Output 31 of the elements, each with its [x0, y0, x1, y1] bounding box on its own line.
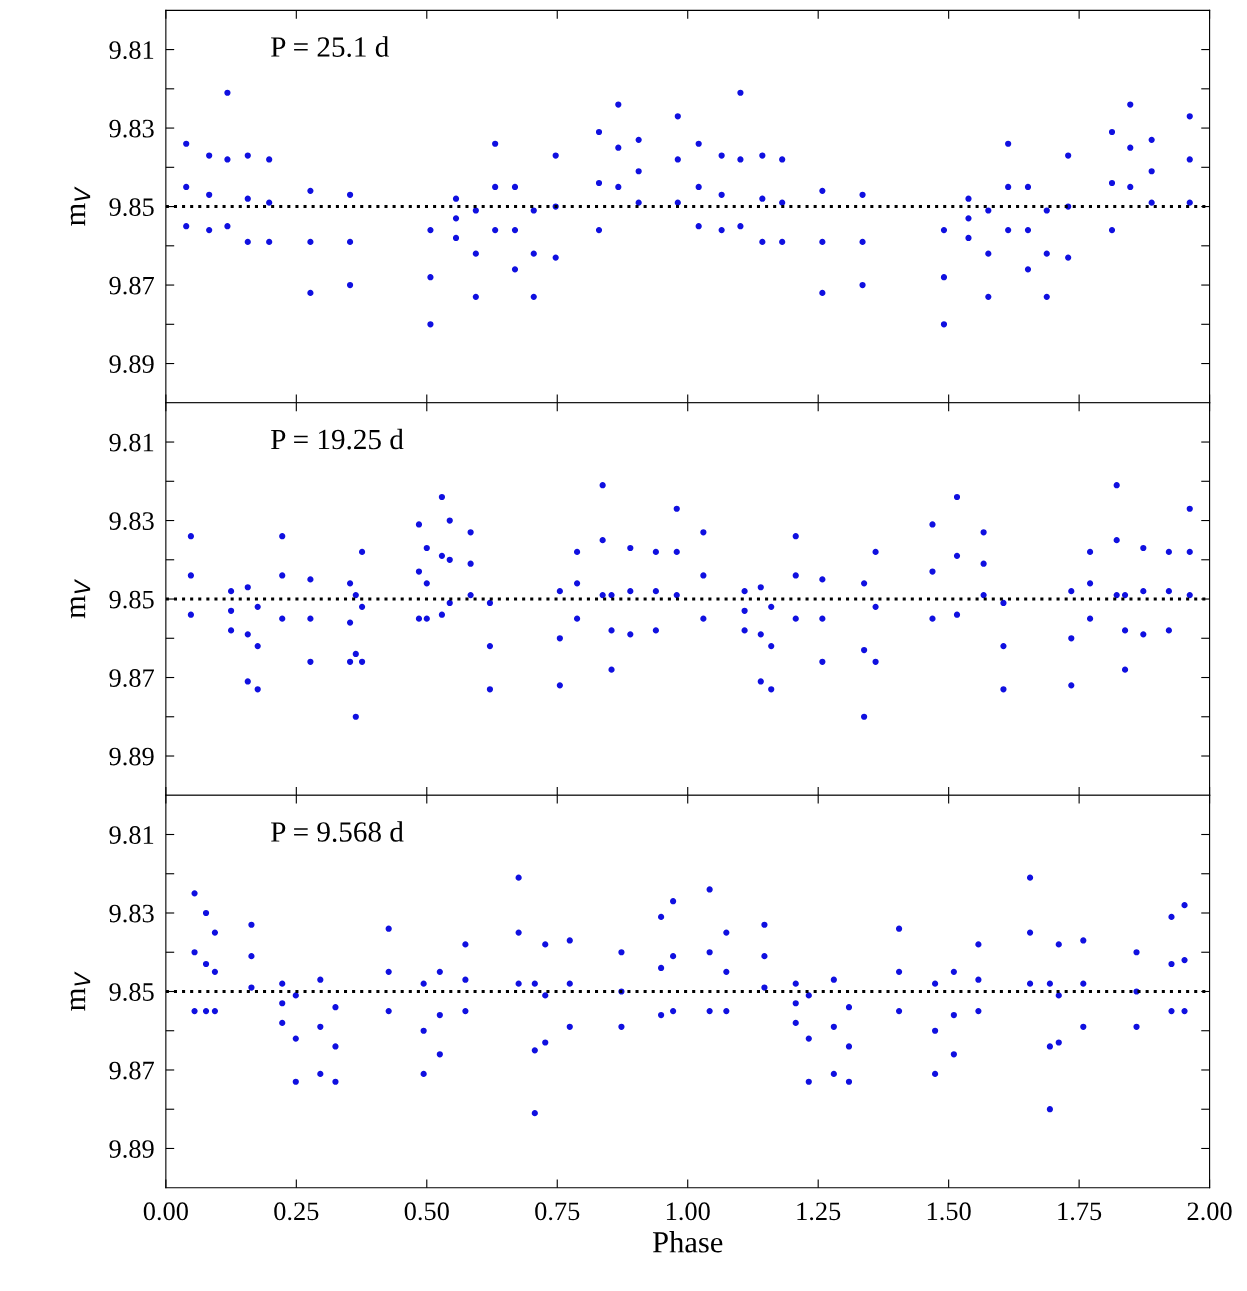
y-tick-label: 9.81: [109, 41, 154, 60]
y-tick-label: 9.87: [109, 1061, 154, 1080]
annotation: P = 9.568 d: [271, 821, 404, 842]
x-tick-label: 0.75: [535, 1202, 580, 1221]
y-tick-label: 9.87: [109, 276, 154, 295]
y-tick-label: 9.83: [109, 512, 154, 531]
y-tick-label: 9.81: [109, 826, 154, 845]
annotation: P = 25.1 d: [271, 36, 389, 57]
x-tick-label: 1.25: [797, 1202, 841, 1221]
y-axis-title: m$_{V}$: [70, 186, 91, 226]
x-tick-label: 0.25: [274, 1202, 319, 1221]
y-axis-title: m$_{V}$: [70, 971, 91, 1011]
y-axis-title: m$_{V}$: [70, 578, 91, 619]
y-tick-label: 9.83: [109, 904, 154, 923]
y-tick-label: 9.83: [109, 119, 154, 138]
x-tick-label: 1.00: [666, 1202, 710, 1221]
y-tick-label: 9.89: [109, 747, 154, 766]
y-tick-label: 9.85: [109, 983, 154, 1002]
y-tick-label: 9.89: [109, 355, 154, 374]
x-tick-label: 0.50: [404, 1202, 449, 1221]
annotation: P = 19.25 d: [271, 428, 404, 450]
x-tick-label: 1.50: [927, 1202, 971, 1221]
y-tick-label: 9.85: [109, 590, 154, 609]
y-tick-label: 9.89: [109, 1140, 154, 1158]
x-tick-label: 1.75: [1058, 1202, 1102, 1221]
x-tick-label: 2.00: [1187, 1202, 1232, 1221]
x-tick-label: 0.00: [143, 1202, 188, 1221]
y-tick-label: 9.85: [109, 198, 154, 217]
y-tick-label: 9.87: [109, 669, 154, 688]
y-tick-label: 9.81: [109, 433, 154, 452]
x-axis-title: Phase: [652, 1231, 723, 1253]
